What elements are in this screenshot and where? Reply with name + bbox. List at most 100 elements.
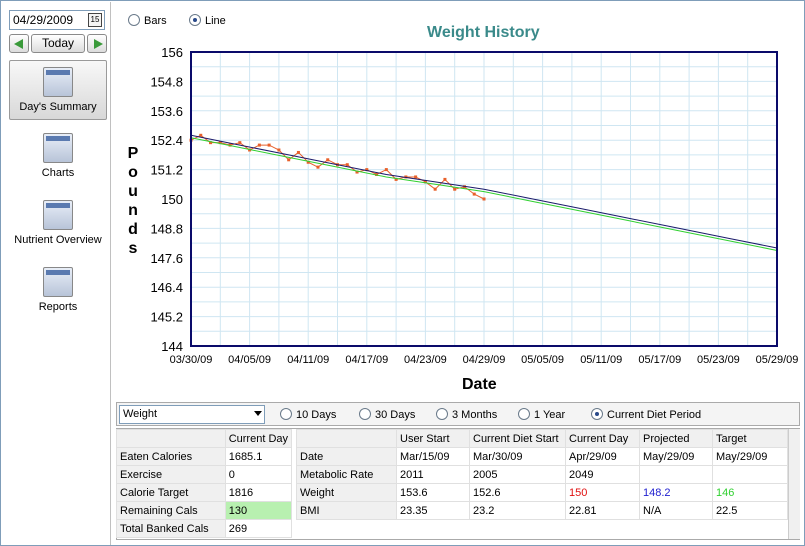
y-tick-label: 146.4	[150, 280, 183, 295]
row-label: Date	[296, 447, 397, 466]
radio-icon	[518, 408, 530, 420]
data-point	[423, 180, 427, 184]
x-tick-label: 04/05/09	[228, 354, 271, 366]
table-row: Calorie Target 1816	[116, 483, 293, 502]
data-point	[326, 158, 330, 162]
table-cell	[712, 465, 788, 484]
x-tick-label: 05/11/09	[580, 354, 622, 366]
data-point	[306, 160, 310, 164]
line-radio[interactable]: Line	[189, 14, 226, 27]
x-tick-label: 04/23/09	[404, 354, 447, 366]
table-row: Metabolic Rate 2011 2005 2049	[296, 465, 788, 484]
radio-icon	[128, 14, 140, 26]
today-button[interactable]: Today	[31, 34, 85, 53]
row-value: 1685.1	[224, 447, 293, 466]
table-header	[296, 429, 397, 448]
metric-select[interactable]: Weight	[119, 405, 265, 424]
table-row: Exercise 0	[116, 465, 293, 484]
data-point	[257, 143, 261, 147]
plot-border	[190, 51, 778, 347]
data-point	[287, 158, 291, 162]
data-point	[277, 148, 281, 152]
period-label: 10 Days	[296, 409, 337, 421]
y-axis-label-letter: s	[128, 240, 138, 257]
row-label: Total Banked Cals	[116, 519, 226, 538]
table-row: Total Banked Cals 269	[116, 519, 293, 538]
series-line-projected	[190, 137, 778, 251]
y-axis-label-letter: u	[128, 183, 138, 200]
y-axis-label-letter: o	[128, 164, 138, 181]
period-10-days[interactable]: 10 Days	[280, 408, 336, 421]
table-cell: 23.35	[396, 501, 470, 520]
arrow-left-icon	[14, 39, 23, 49]
data-point	[472, 192, 476, 196]
chart-title: Weight History	[427, 24, 540, 41]
summary-icon	[43, 67, 73, 97]
table-cell: May/29/09	[712, 447, 788, 466]
current-weight-cell: 150	[565, 483, 640, 502]
table-header: User Start	[396, 429, 470, 448]
row-label: Remaining Cals	[116, 501, 226, 520]
data-point	[209, 141, 213, 145]
data-point	[384, 168, 388, 172]
period-3-months[interactable]: 3 Months	[436, 408, 497, 421]
nav-days-summary[interactable]: Day's Summary	[9, 60, 107, 120]
table-cell	[116, 429, 226, 448]
data-point	[433, 187, 437, 191]
table-cell: 2049	[565, 465, 640, 484]
calendar-icon[interactable]: 15	[88, 13, 102, 27]
remaining-cals-value: 130	[224, 501, 293, 520]
period-1-year[interactable]: 1 Year	[518, 408, 565, 421]
row-label: Weight	[296, 483, 397, 502]
y-tick-label: 150	[161, 192, 183, 207]
table-row: BMI 23.35 23.2 22.81 N/A 22.5	[296, 501, 788, 520]
radio-icon	[280, 408, 292, 420]
period-label: 1 Year	[534, 409, 566, 421]
period-30-days[interactable]: 30 Days	[359, 408, 415, 421]
radio-icon	[359, 408, 371, 420]
y-tick-label: 148.8	[150, 221, 183, 236]
table-cell: Mar/30/09	[469, 447, 566, 466]
table-header: Current Diet Start	[469, 429, 566, 448]
previous-day-button[interactable]	[9, 34, 29, 53]
radio-selected-icon	[591, 408, 603, 420]
table-row: Eaten Calories 1685.1	[116, 447, 293, 466]
nav-reports[interactable]: Reports	[9, 261, 107, 321]
x-tick-label: 04/29/09	[463, 354, 506, 366]
data-point	[394, 177, 398, 181]
data-point	[443, 177, 447, 181]
nav-label: Reports	[38, 301, 78, 313]
x-tick-label: 05/29/09	[756, 354, 799, 366]
table-cell: 2011	[396, 465, 470, 484]
period-current-diet[interactable]: Current Diet Period	[591, 408, 701, 421]
x-tick-label: 03/30/09	[170, 354, 213, 366]
y-tick-label: 152.4	[150, 133, 183, 148]
table-header: Current Day	[565, 429, 640, 448]
period-label: 3 Months	[452, 409, 498, 421]
date-picker[interactable]: 04/29/2009 15	[9, 10, 105, 30]
table-cell	[639, 465, 713, 484]
table-scrollbar[interactable]	[788, 429, 800, 539]
table-header-row: Current Day	[116, 429, 293, 448]
data-point	[453, 187, 457, 191]
summary-table: Current Day Eaten Calories 1685.1 Exercis…	[116, 429, 293, 538]
sidebar: 04/29/2009 15 Today Day's Summary Charts…	[2, 2, 111, 545]
y-tick-label: 147.6	[150, 251, 183, 266]
nav-charts[interactable]: Charts	[9, 127, 107, 187]
metric-value: Weight	[123, 408, 158, 420]
projected-weight-cell: 148.2	[639, 483, 713, 502]
data-point	[238, 141, 242, 145]
table-header: Current Day	[224, 429, 293, 448]
next-day-button[interactable]	[87, 34, 107, 53]
line-label: Line	[205, 15, 226, 27]
bars-radio[interactable]: Bars	[128, 14, 167, 27]
table-row: Remaining Cals 130	[116, 501, 293, 520]
series-line-trend	[190, 134, 778, 249]
table-cell: 153.6	[396, 483, 470, 502]
table-row: Date Mar/15/09 Mar/30/09 Apr/29/09 May/2…	[296, 447, 788, 466]
table-cell: Apr/29/09	[565, 447, 640, 466]
data-point	[316, 165, 320, 169]
nav-nutrient-overview[interactable]: Nutrient Overview	[9, 194, 107, 254]
weight-chart: 156 154.8 153.6 152.4 151.2 150 148.8 147.6 146.…	[150, 45, 799, 366]
